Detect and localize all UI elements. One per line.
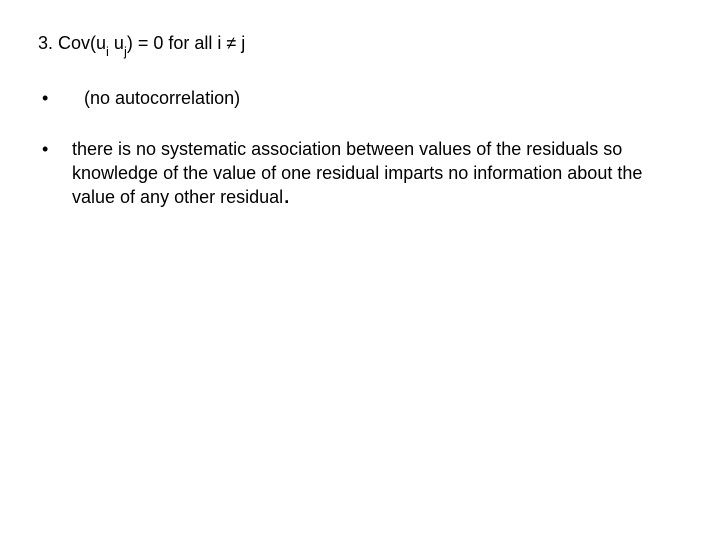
heading-mid1: u [109,33,124,53]
list-item: there is no systematic association betwe… [38,137,682,210]
heading-sub-i: i [106,44,109,59]
heading-sub-j: j [124,44,127,59]
bullet-text: there is no systematic association betwe… [72,139,642,208]
list-item: (no autocorrelation) [38,86,682,110]
assumption-heading: 3. Cov(ui uj) = 0 for all i ≠ j [38,32,682,58]
heading-prefix: 3. Cov(u [38,33,106,53]
heading-mid2: ) = 0 for all i [127,33,227,53]
big-period: . [283,179,290,209]
heading-suffix: j [236,33,245,53]
bullet-list: (no autocorrelation) there is no systema… [38,86,682,209]
slide: 3. Cov(ui uj) = 0 for all i ≠ j (no auto… [0,0,720,540]
bullet-text: (no autocorrelation) [72,86,240,110]
neq-symbol: ≠ [226,33,236,53]
